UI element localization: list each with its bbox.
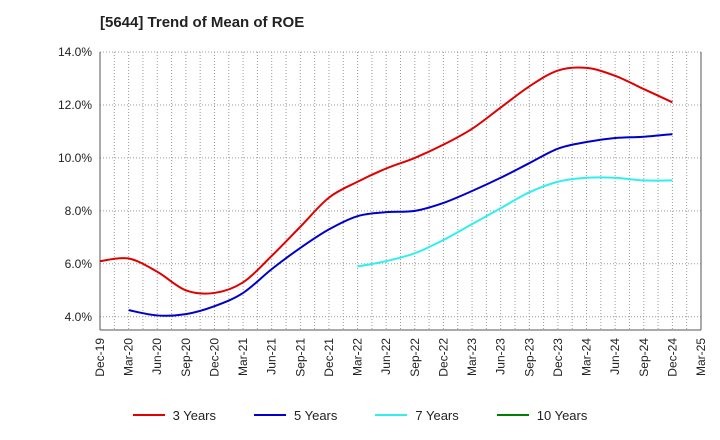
axis-layer [99, 52, 702, 331]
legend-item-7-years: 7 Years [375, 407, 459, 423]
x-tick-label: Jun-23 [494, 338, 508, 375]
chart-title: [5644] Trend of Mean of ROE [100, 14, 305, 31]
series-layer [99, 66, 673, 317]
x-tick-label: Jun-20 [150, 338, 164, 375]
x-tick-label: Dec-24 [665, 338, 679, 377]
x-tick-label: Sep-22 [408, 338, 422, 377]
x-tick-label: Mar-23 [465, 338, 479, 376]
x-tick-label: Sep-24 [637, 338, 651, 377]
series-line-3-years [99, 66, 673, 295]
x-tick-label: Jun-21 [265, 338, 279, 375]
x-tick-label: Sep-20 [179, 338, 193, 377]
y-tick-label: 4.0% [65, 310, 93, 324]
x-tick-label: Dec-19 [93, 338, 107, 377]
x-tick-label: Mar-20 [122, 338, 136, 376]
legend-swatch [375, 414, 408, 416]
y-tick-label: 12.0% [58, 98, 92, 112]
x-tick-label: Jun-24 [608, 338, 622, 375]
x-tick-label: Dec-20 [207, 338, 221, 377]
tick-label-layer: 4.0% 6.0% 8.0% 10.0% 12.0% 14.0% Dec-19 Mar-20 J… [58, 45, 708, 377]
x-tick-label: Dec-23 [551, 338, 565, 377]
legend-label: 10 Years [536, 407, 588, 423]
legend-item-3-years: 3 Years [132, 407, 216, 423]
y-tick-label: 8.0% [65, 204, 93, 218]
legend-item-5-years: 5 Years [254, 408, 337, 423]
series-line-5-years [128, 133, 673, 317]
series-line-7-years [357, 176, 673, 268]
x-tick-label: Dec-21 [322, 338, 336, 377]
x-tick-label: Jun-22 [379, 338, 393, 375]
x-tick-label: Mar-22 [351, 338, 365, 376]
legend-label: 3 Years [172, 407, 216, 423]
y-tick-label: 10.0% [58, 151, 92, 165]
legend-swatch [254, 414, 286, 416]
legend-label: 5 Years [294, 407, 338, 423]
x-tick-label: Sep-23 [522, 338, 536, 377]
x-tick-label: Mar-21 [236, 338, 250, 376]
legend-swatch [132, 414, 165, 416]
legend-label: 7 Years [415, 407, 459, 423]
x-tick-label: Mar-24 [580, 338, 594, 376]
legend: 3 Years 5 Years 7 Years 10 Years [0, 404, 720, 426]
x-tick-label: Dec-22 [436, 338, 450, 377]
y-tick-label: 6.0% [65, 257, 93, 271]
x-tick-label: Mar-25 [694, 338, 708, 376]
x-tick-label: Sep-21 [293, 338, 307, 377]
legend-swatch [496, 414, 529, 416]
y-tick-label: 14.0% [58, 45, 92, 59]
legend-item-10-years: 10 Years [496, 407, 588, 423]
